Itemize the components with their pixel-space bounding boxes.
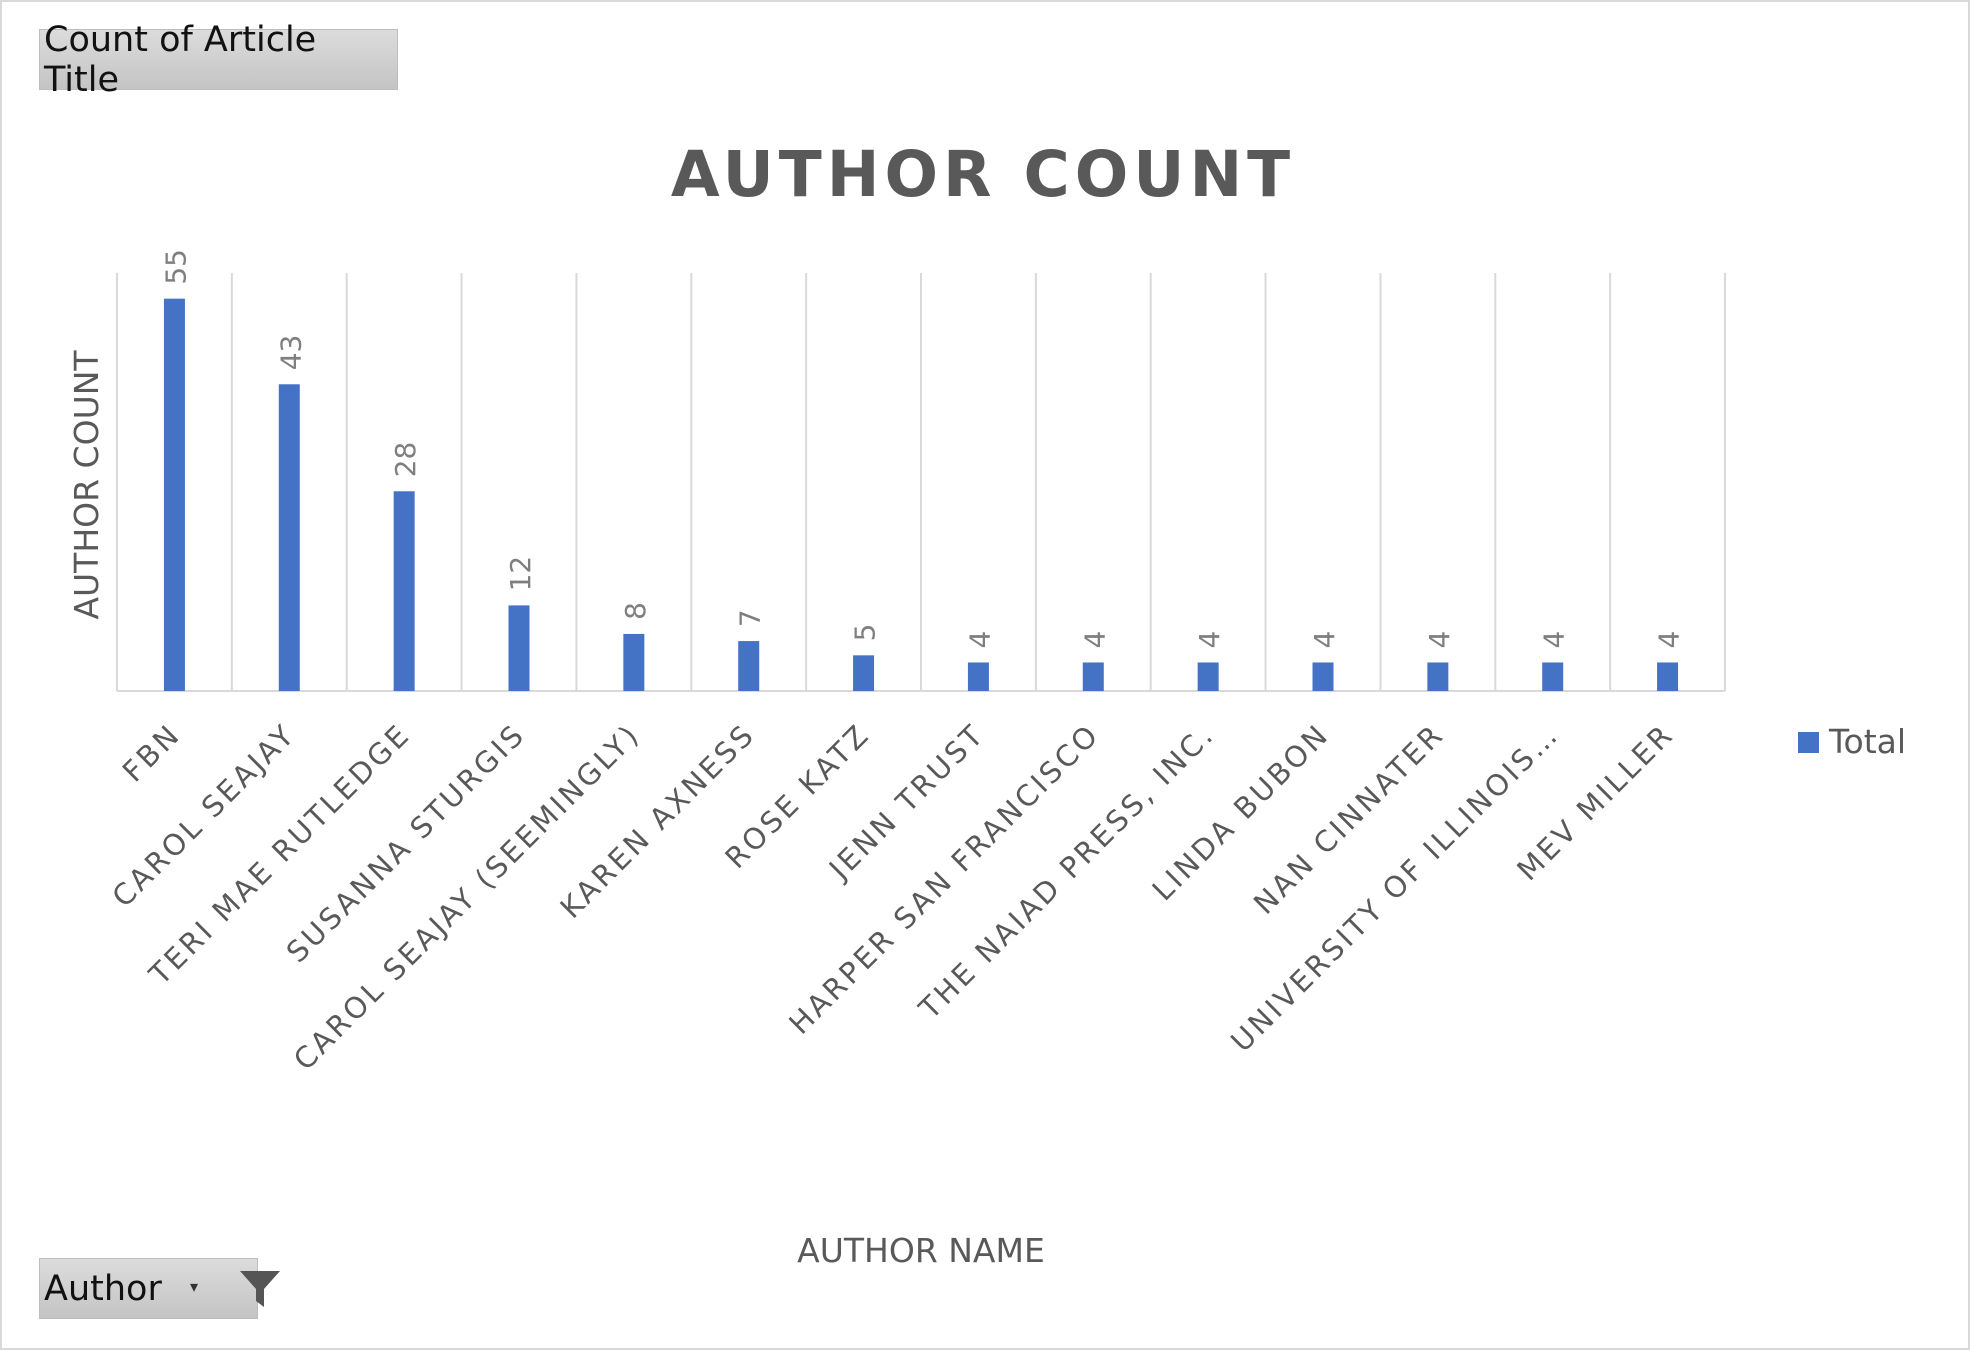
bar[interactable]	[508, 605, 530, 691]
data-label: 4	[1308, 631, 1341, 649]
category-label: FBN	[116, 717, 188, 789]
bar[interactable]	[738, 641, 760, 691]
legend-label: Total	[1828, 722, 1906, 761]
legend-swatch	[1798, 732, 1819, 753]
gridlines	[116, 273, 1726, 692]
bar[interactable]	[967, 662, 989, 691]
filter-icon[interactable]	[238, 1267, 282, 1311]
data-label: 55	[159, 249, 192, 285]
axis-field-label: Author	[44, 1268, 162, 1309]
data-label: 4	[1538, 631, 1571, 649]
bar[interactable]	[163, 298, 185, 691]
data-label: 4	[1653, 631, 1686, 649]
chart-title: AUTHOR COUNT	[671, 138, 1295, 211]
value-field-label: Count of Article Title	[44, 19, 317, 100]
bar[interactable]	[1542, 662, 1564, 691]
data-label: 28	[389, 442, 422, 478]
bars	[163, 298, 1679, 691]
bar[interactable]	[623, 633, 645, 691]
data-label: 12	[504, 556, 537, 592]
data-labels: 55 43 28 12 8 7 5 4 4 4 4 4 4 4	[159, 249, 1685, 648]
bar[interactable]	[853, 655, 875, 691]
x-axis-title: AUTHOR NAME	[797, 1231, 1045, 1270]
value-field-button[interactable]: Count of Article Title	[39, 20, 398, 100]
category-label: SUSANNA STURGIS	[280, 717, 532, 969]
data-label: 4	[1423, 631, 1456, 649]
data-label: 7	[734, 609, 767, 627]
category-label: NAN CINNATER	[1247, 717, 1451, 921]
data-label: 4	[1193, 631, 1226, 649]
data-label: 43	[274, 335, 307, 371]
dropdown-arrow-icon[interactable]: ▾	[190, 1277, 199, 1296]
bar[interactable]	[1427, 662, 1449, 691]
bar[interactable]	[1082, 662, 1104, 691]
bar[interactable]	[1657, 662, 1679, 691]
axis-field-button[interactable]: Author ▾	[39, 1258, 280, 1319]
y-axis-title: AUTHOR COUNT	[67, 350, 106, 620]
data-label: 5	[849, 624, 882, 642]
bar[interactable]	[1312, 662, 1334, 691]
bar[interactable]	[278, 384, 300, 691]
legend: Total	[1798, 722, 1906, 761]
data-label: 4	[1078, 631, 1111, 649]
data-label: 8	[619, 602, 652, 620]
bar[interactable]	[1197, 662, 1219, 691]
data-label: 4	[963, 631, 996, 649]
category-label: KAREN AXNESS	[554, 717, 762, 925]
bar[interactable]	[393, 491, 415, 691]
